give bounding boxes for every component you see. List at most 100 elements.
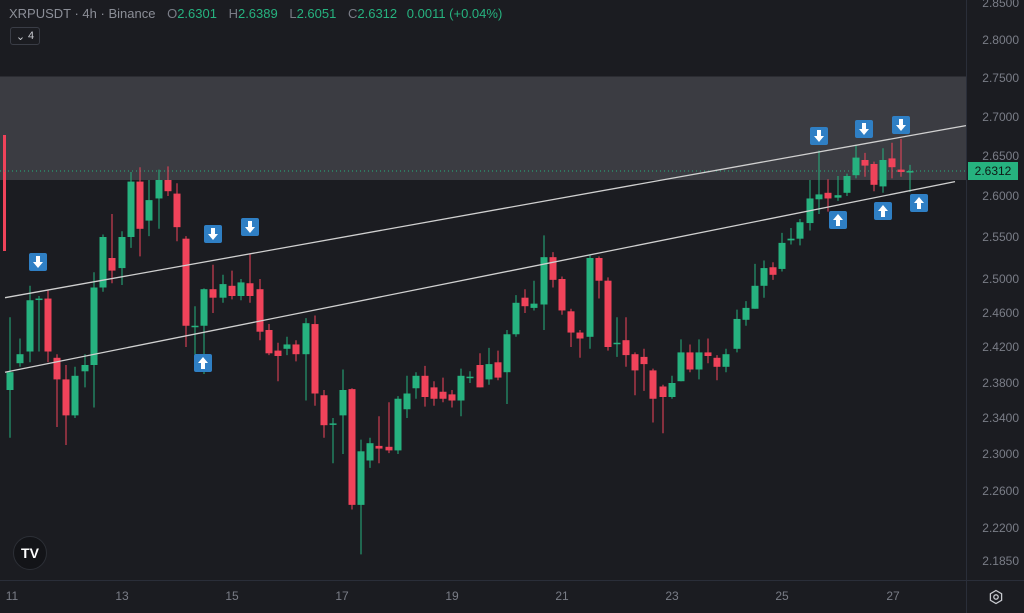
buy-signal-icon[interactable] bbox=[194, 354, 212, 372]
candle-body bbox=[558, 279, 566, 311]
time-tick: 19 bbox=[445, 589, 459, 603]
candle-body bbox=[265, 330, 273, 354]
chevron-down-icon: ⌄ bbox=[15, 30, 26, 43]
candle-body bbox=[173, 193, 181, 228]
candle-body bbox=[640, 356, 648, 365]
candle-body bbox=[834, 195, 842, 198]
candle-body bbox=[733, 318, 741, 349]
close-label: C bbox=[347, 6, 358, 21]
candle-body bbox=[311, 324, 319, 394]
candle-body bbox=[722, 354, 730, 367]
tradingview-logo[interactable]: TV bbox=[13, 536, 47, 570]
sell-signal-icon[interactable] bbox=[204, 225, 222, 243]
candle-body bbox=[118, 237, 126, 269]
time-tick: 23 bbox=[665, 589, 679, 603]
candle-body bbox=[145, 200, 153, 221]
candle-body bbox=[35, 298, 43, 301]
candle-body bbox=[540, 257, 548, 305]
time-tick: 25 bbox=[775, 589, 789, 603]
price-tick: 2.8500 bbox=[982, 0, 1019, 10]
sell-signal-icon[interactable] bbox=[29, 253, 47, 271]
candle-body bbox=[852, 157, 860, 176]
candle-body bbox=[677, 352, 685, 382]
candle-body bbox=[348, 389, 356, 505]
candle-body bbox=[246, 283, 254, 296]
candle-body bbox=[53, 357, 61, 380]
candle-body bbox=[283, 344, 291, 349]
candle-body bbox=[613, 342, 621, 345]
price-tick: 2.5500 bbox=[982, 230, 1019, 244]
candle-body bbox=[403, 393, 411, 410]
candle-body bbox=[897, 169, 905, 172]
candle-body bbox=[778, 242, 786, 269]
candle-body bbox=[695, 352, 703, 370]
time-tick: 13 bbox=[115, 589, 129, 603]
price-tick: 2.7000 bbox=[982, 110, 1019, 124]
candle-body bbox=[457, 375, 465, 401]
sell-signal-icon[interactable] bbox=[855, 120, 873, 138]
candle-body bbox=[136, 181, 144, 229]
candle-body bbox=[81, 365, 89, 372]
candle-body bbox=[320, 395, 328, 426]
candle-body bbox=[659, 386, 667, 397]
sell-signal-icon[interactable] bbox=[892, 116, 910, 134]
candle-body bbox=[879, 160, 887, 187]
candle-body bbox=[668, 383, 676, 397]
candle-body bbox=[503, 334, 511, 373]
candle-body bbox=[549, 257, 557, 280]
candle-body bbox=[302, 323, 310, 355]
logo-text: TV bbox=[21, 545, 39, 561]
price-tick: 2.4200 bbox=[982, 340, 1019, 354]
candlestick-plot[interactable] bbox=[0, 0, 967, 580]
candle-body bbox=[366, 443, 374, 461]
time-axis[interactable]: 11 13 15 17 19 21 23 25 27 bbox=[0, 580, 966, 613]
candle-body bbox=[375, 445, 383, 449]
trendline bbox=[4, 180, 956, 373]
sell-signal-icon[interactable] bbox=[810, 127, 828, 145]
buy-signal-icon[interactable] bbox=[910, 194, 928, 212]
candle-body bbox=[512, 302, 520, 335]
price-axis[interactable]: 2.8500 2.8000 2.7500 2.7000 2.6500 2.6000 2.55… bbox=[966, 0, 1024, 580]
candle-body bbox=[62, 379, 70, 416]
candle-body bbox=[155, 180, 163, 199]
price-tick: 2.8000 bbox=[982, 33, 1019, 47]
trendline bbox=[4, 124, 967, 299]
settings-icon bbox=[989, 589, 1003, 605]
time-tick: 27 bbox=[886, 589, 900, 603]
price-tick: 2.7500 bbox=[982, 71, 1019, 85]
candle-body bbox=[485, 364, 493, 380]
candle-body bbox=[256, 289, 264, 332]
price-tick: 2.3800 bbox=[982, 376, 1019, 390]
candle-body bbox=[439, 391, 447, 399]
low-label: L bbox=[289, 6, 297, 21]
candle-body bbox=[421, 375, 429, 397]
candle-body bbox=[796, 222, 804, 239]
candle-body bbox=[219, 284, 227, 298]
edge-candle bbox=[3, 135, 6, 251]
indicators-toggle-button[interactable]: ⌄ 4 bbox=[10, 27, 40, 45]
high-label: H bbox=[228, 6, 238, 21]
candle-body bbox=[182, 238, 190, 326]
axis-settings-button[interactable] bbox=[966, 580, 1024, 613]
price-tick: 2.2600 bbox=[982, 484, 1019, 498]
chart-pane[interactable]: XRPUSDT · 4h · Binance O2.6301 H2.6389 L… bbox=[0, 0, 967, 580]
candle-body bbox=[237, 282, 245, 296]
price-tick: 2.6500 bbox=[982, 149, 1019, 163]
candle-body bbox=[649, 370, 657, 399]
price-tick: 2.3000 bbox=[982, 447, 1019, 461]
candle-body bbox=[274, 350, 282, 356]
candle-body bbox=[127, 181, 135, 237]
candle-body bbox=[394, 398, 402, 451]
buy-signal-icon[interactable] bbox=[829, 211, 847, 229]
candle-body bbox=[888, 158, 896, 168]
time-tick: 21 bbox=[555, 589, 569, 603]
candle-body bbox=[71, 375, 79, 416]
sell-signal-icon[interactable] bbox=[241, 218, 259, 236]
price-tick: 2.3400 bbox=[982, 411, 1019, 425]
candle-body bbox=[99, 237, 107, 288]
candle-body bbox=[476, 365, 484, 388]
buy-signal-icon[interactable] bbox=[874, 202, 892, 220]
symbol-title[interactable]: XRPUSDT · 4h · Binance bbox=[9, 6, 156, 21]
candle-body bbox=[385, 446, 393, 451]
candle-body bbox=[6, 372, 14, 390]
